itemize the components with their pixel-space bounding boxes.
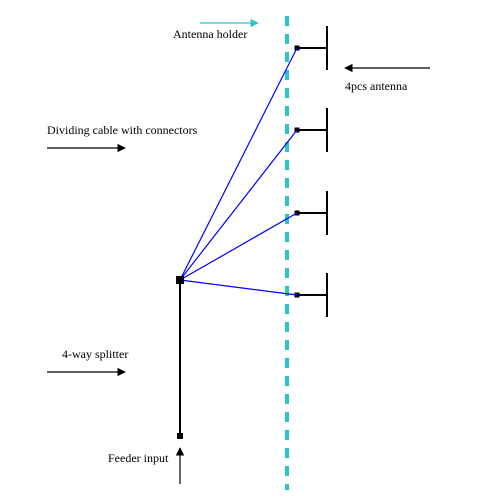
- dividing-cable: [180, 48, 297, 280]
- dividing-cable: [180, 130, 297, 280]
- four_pcs-label: 4pcs antenna: [345, 79, 408, 93]
- feeder-tip: [177, 433, 183, 439]
- antenna_holder-label: Antenna holder: [173, 27, 247, 41]
- dividing-cable: [180, 280, 297, 295]
- feeder-label: Feeder input: [108, 451, 169, 465]
- dividing-label: Dividing cable with connectors: [47, 123, 198, 137]
- splitter-label: 4-way splitter: [62, 347, 128, 361]
- splitter-hub: [176, 276, 184, 284]
